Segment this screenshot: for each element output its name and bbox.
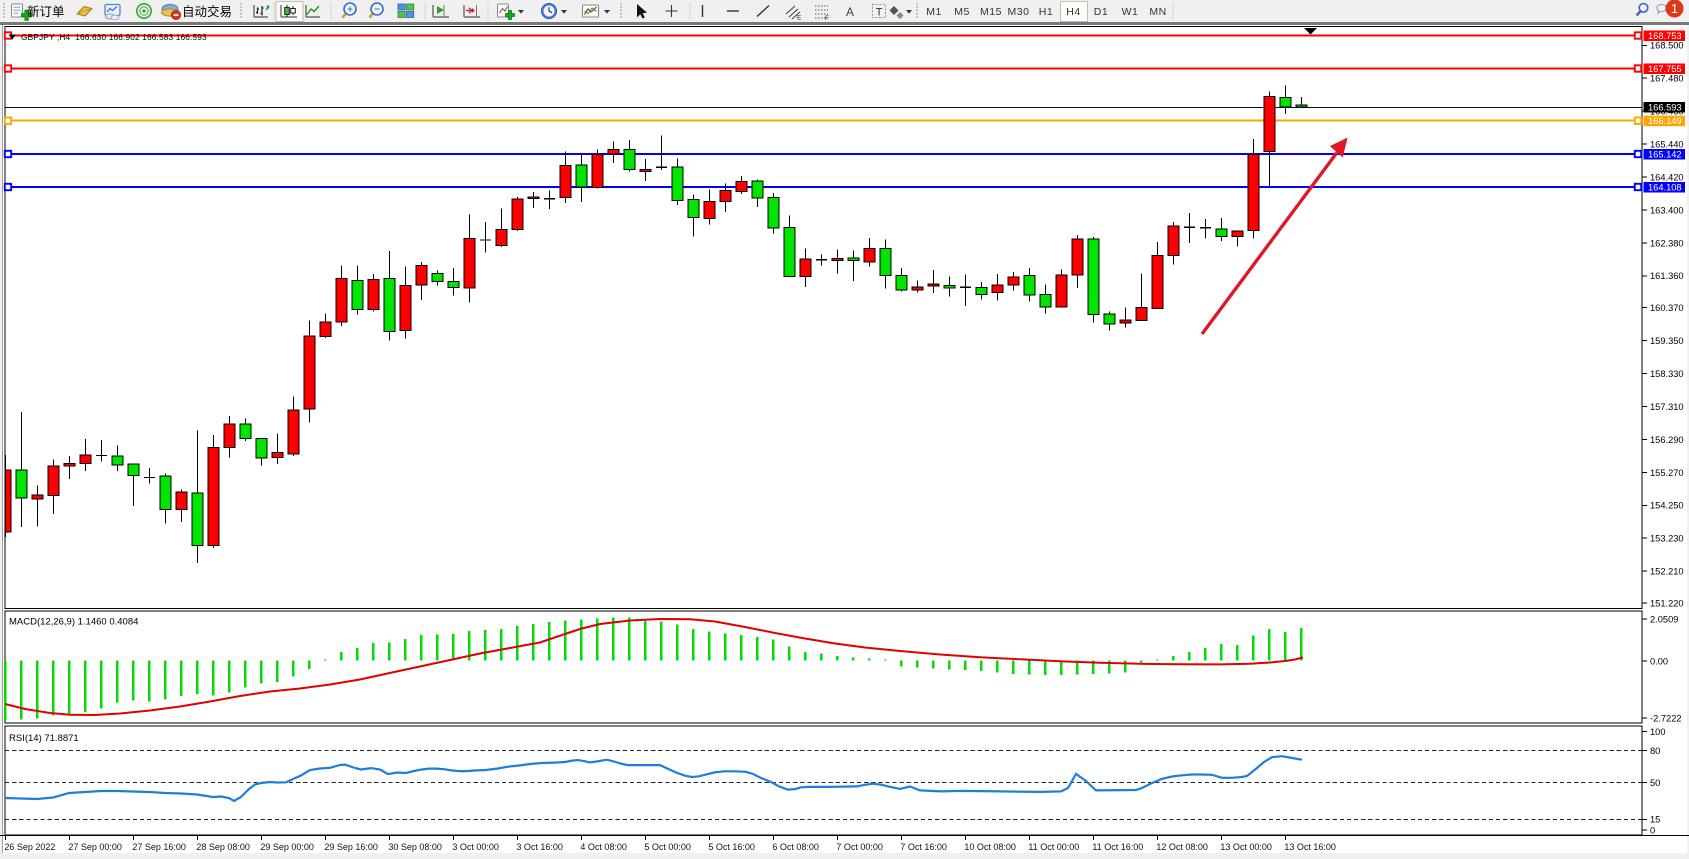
svg-text:30 Sep 08:00: 30 Sep 08:00 xyxy=(388,842,442,852)
svg-text:0.00: 0.00 xyxy=(1650,656,1668,666)
svg-text:164.420: 164.420 xyxy=(1650,172,1684,182)
svg-text:154.250: 154.250 xyxy=(1650,501,1684,511)
svg-text:+: + xyxy=(347,4,352,14)
svg-text:27 Sep 00:00: 27 Sep 00:00 xyxy=(68,842,122,852)
svg-text:166.593: 166.593 xyxy=(1648,102,1682,112)
svg-text:M5: M5 xyxy=(954,6,970,18)
svg-text:15: 15 xyxy=(1650,815,1660,825)
svg-text:11 Oct 16:00: 11 Oct 16:00 xyxy=(1092,842,1143,852)
svg-text:158.330: 158.330 xyxy=(1650,369,1684,379)
svg-text:D1: D1 xyxy=(1094,6,1108,18)
svg-text:0: 0 xyxy=(1650,825,1655,835)
svg-text:159.350: 159.350 xyxy=(1650,336,1684,346)
svg-text:153.230: 153.230 xyxy=(1650,534,1684,544)
svg-text:151.220: 151.220 xyxy=(1650,599,1684,609)
svg-text:155.270: 155.270 xyxy=(1650,468,1684,478)
svg-text:5 Oct 16:00: 5 Oct 16:00 xyxy=(708,842,755,852)
svg-text:MACD(12,26,9) 1.1460 0.4084: MACD(12,26,9) 1.1460 0.4084 xyxy=(9,617,138,628)
svg-text:RSI(14) 71.8871: RSI(14) 71.8871 xyxy=(9,733,79,744)
svg-text:152.210: 152.210 xyxy=(1650,567,1684,577)
svg-text:3 Oct 00:00: 3 Oct 00:00 xyxy=(452,842,499,852)
svg-text:11 Oct 00:00: 11 Oct 00:00 xyxy=(1028,842,1079,852)
svg-text:166.149: 166.149 xyxy=(1648,116,1682,126)
svg-text:新订单: 新订单 xyxy=(27,4,65,19)
svg-text:-2.7222: -2.7222 xyxy=(1650,713,1682,723)
svg-text:10 Oct 08:00: 10 Oct 08:00 xyxy=(964,842,1016,852)
svg-text:A: A xyxy=(846,5,854,19)
svg-text:12 Oct 08:00: 12 Oct 08:00 xyxy=(1156,842,1208,852)
svg-text:T: T xyxy=(876,7,883,19)
svg-text:E: E xyxy=(797,15,802,22)
svg-text:GBPJPY ,H4 166.630 166.902 16: GBPJPY ,H4 166.630 166.902 166.583 166.5… xyxy=(21,32,207,42)
svg-text:1: 1 xyxy=(1671,1,1678,16)
svg-text:−: − xyxy=(374,4,379,14)
svg-text:163.400: 163.400 xyxy=(1650,205,1684,215)
svg-text:164.108: 164.108 xyxy=(1648,182,1682,192)
svg-text:50: 50 xyxy=(1650,778,1660,788)
svg-text:167.755: 167.755 xyxy=(1648,64,1682,74)
svg-text:H1: H1 xyxy=(1039,6,1053,18)
svg-text:7 Oct 00:00: 7 Oct 00:00 xyxy=(836,842,883,852)
svg-text:29 Sep 16:00: 29 Sep 16:00 xyxy=(324,842,378,852)
svg-text:28 Sep 08:00: 28 Sep 08:00 xyxy=(196,842,250,852)
svg-text:165.142: 165.142 xyxy=(1648,149,1682,159)
svg-text:M1: M1 xyxy=(926,6,942,18)
svg-text:13 Oct 00:00: 13 Oct 00:00 xyxy=(1220,842,1272,852)
svg-text:27 Sep 16:00: 27 Sep 16:00 xyxy=(132,842,186,852)
svg-text:3 Oct 16:00: 3 Oct 16:00 xyxy=(516,842,563,852)
svg-text:29 Sep 00:00: 29 Sep 00:00 xyxy=(260,842,314,852)
svg-text:自动交易: 自动交易 xyxy=(182,4,232,19)
svg-text:M15: M15 xyxy=(980,6,1002,18)
svg-text:13 Oct 16:00: 13 Oct 16:00 xyxy=(1284,842,1336,852)
svg-text:168.500: 168.500 xyxy=(1650,41,1684,51)
svg-text:26 Sep 2022: 26 Sep 2022 xyxy=(4,842,55,852)
svg-text:100: 100 xyxy=(1650,727,1666,737)
svg-text:MN: MN xyxy=(1149,6,1166,18)
svg-text:165.440: 165.440 xyxy=(1650,140,1684,150)
svg-text:161.360: 161.360 xyxy=(1650,271,1684,281)
svg-text:F: F xyxy=(825,15,829,22)
svg-text:160.370: 160.370 xyxy=(1650,303,1684,313)
svg-text:2.0509: 2.0509 xyxy=(1650,614,1678,624)
svg-text:5 Oct 00:00: 5 Oct 00:00 xyxy=(644,842,691,852)
svg-text:7 Oct 16:00: 7 Oct 16:00 xyxy=(900,842,947,852)
svg-text:162.380: 162.380 xyxy=(1650,238,1684,248)
svg-text:167.480: 167.480 xyxy=(1650,74,1684,84)
svg-text:6 Oct 08:00: 6 Oct 08:00 xyxy=(772,842,819,852)
svg-text:157.310: 157.310 xyxy=(1650,402,1684,412)
svg-text:H4: H4 xyxy=(1066,6,1080,18)
svg-text:156.290: 156.290 xyxy=(1650,435,1684,445)
svg-text:M30: M30 xyxy=(1008,6,1030,18)
svg-text:W1: W1 xyxy=(1122,6,1139,18)
svg-text:80: 80 xyxy=(1650,746,1660,756)
svg-text:4 Oct 08:00: 4 Oct 08:00 xyxy=(580,842,627,852)
svg-text:168.753: 168.753 xyxy=(1648,31,1682,41)
